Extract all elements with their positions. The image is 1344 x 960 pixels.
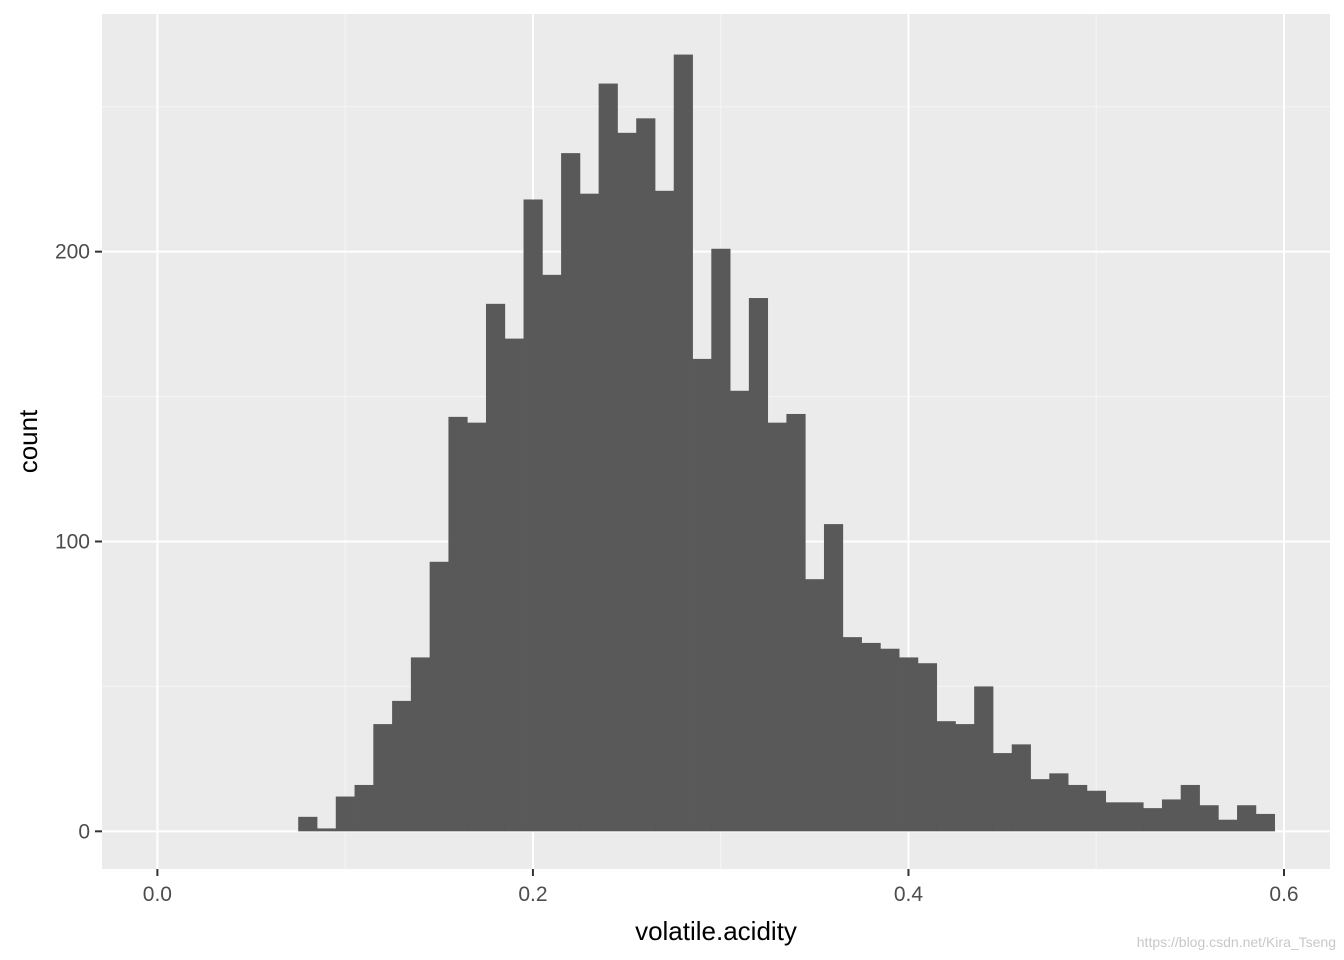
histogram-bar — [467, 422, 487, 832]
histogram-bar — [636, 118, 656, 832]
histogram-bar — [448, 416, 468, 832]
histogram-bar — [711, 248, 731, 832]
histogram-bar — [354, 784, 374, 832]
histogram-bar — [1255, 813, 1276, 832]
histogram-bar — [335, 796, 355, 832]
histogram-bar — [561, 153, 581, 832]
histogram-bar — [1124, 802, 1144, 832]
y-tick-label: 200 — [55, 241, 90, 264]
histogram-bar — [373, 724, 393, 832]
histogram-bar — [485, 303, 506, 832]
histogram-bars — [298, 54, 1276, 832]
histogram-bar — [579, 193, 600, 832]
histogram-bar — [974, 686, 994, 832]
histogram-bar — [1199, 805, 1219, 832]
histogram-bar — [654, 190, 675, 832]
histogram-bar — [542, 274, 562, 832]
x-tick-label: 0.6 — [1269, 883, 1298, 906]
histogram-bar — [1030, 779, 1050, 832]
histogram-bar — [805, 579, 825, 832]
histogram-bar — [1068, 784, 1088, 832]
y-tick-label: 0 — [78, 820, 90, 843]
histogram-bar — [955, 724, 975, 832]
histogram-bar — [823, 524, 844, 832]
histogram-bar — [410, 657, 431, 832]
histogram-bar — [598, 83, 618, 832]
histogram-bar — [1237, 805, 1257, 832]
histogram-bar — [692, 358, 712, 832]
histogram-bar — [767, 422, 787, 832]
histogram-bar — [1143, 808, 1163, 832]
histogram-bar — [523, 199, 543, 832]
histogram-bar — [1180, 784, 1200, 832]
histogram-bar — [617, 132, 637, 832]
histogram-bar — [861, 642, 881, 832]
histogram-bar — [880, 648, 900, 832]
histogram-bar — [1086, 790, 1107, 832]
histogram-bar — [936, 721, 956, 832]
y-tick-label: 100 — [55, 530, 90, 553]
histogram-bar — [298, 816, 318, 832]
histogram-bar — [992, 753, 1013, 832]
histogram-bar — [1105, 802, 1125, 832]
histogram-bar — [899, 657, 919, 832]
histogram-bar — [1161, 799, 1182, 832]
y-axis-ticks: 0 100 200 — [55, 241, 102, 843]
x-axis-title: volatile.acidity — [635, 916, 797, 946]
x-tick-label: 0.4 — [894, 883, 924, 906]
histogram-bar — [730, 390, 750, 832]
histogram-bar — [673, 54, 693, 832]
x-tick-label: 0.0 — [143, 883, 172, 906]
histogram-bar — [1049, 773, 1069, 832]
histogram-bar — [1011, 744, 1031, 832]
histogram-bar — [316, 828, 337, 832]
histogram-bar — [429, 561, 449, 832]
watermark: https://blog.csdn.net/Kira_Tseng — [1136, 934, 1336, 950]
histogram-bar — [392, 700, 412, 832]
histogram-bar — [1218, 819, 1238, 832]
x-tick-label: 0.2 — [518, 883, 547, 906]
y-axis-title: count — [13, 409, 43, 473]
histogram-bar — [917, 663, 938, 832]
histogram-bar — [748, 298, 769, 832]
histogram-bar — [504, 338, 524, 832]
x-axis-ticks: 0.0 0.2 0.4 0.6 — [143, 869, 1299, 906]
histogram-bar — [786, 413, 806, 832]
histogram-bar — [842, 637, 862, 832]
